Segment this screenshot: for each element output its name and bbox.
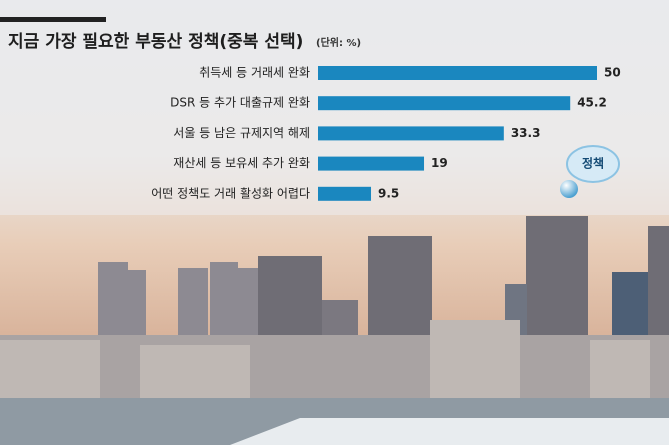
bar [318,126,504,141]
value-label: 50 [604,66,621,80]
value-label: 33.3 [511,126,541,140]
unit-label: (단위: %) [316,36,361,49]
chart-title: 지금 가장 필요한 부동산 정책(중복 선택) [8,32,303,52]
category-label: 어떤 정책도 거래 활성화 어렵다 [151,185,310,200]
badge-label: 정책 [582,156,604,171]
bar [318,96,571,111]
badge: 정책 [560,145,620,198]
bar [318,186,372,201]
category-label: DSR 등 추가 대출규제 완화 [170,96,310,110]
category-label: 재산세 등 보유세 추가 완화 [173,156,310,170]
value-label: 45.2 [577,96,607,110]
bar [318,66,597,80]
value-label: 19 [431,156,448,170]
value-label: 9.5 [378,186,399,200]
category-label: 취득세 등 거래세 완화 [199,66,310,80]
bar [318,156,425,171]
category-label: 서울 등 남은 규제지역 해제 [173,126,310,140]
